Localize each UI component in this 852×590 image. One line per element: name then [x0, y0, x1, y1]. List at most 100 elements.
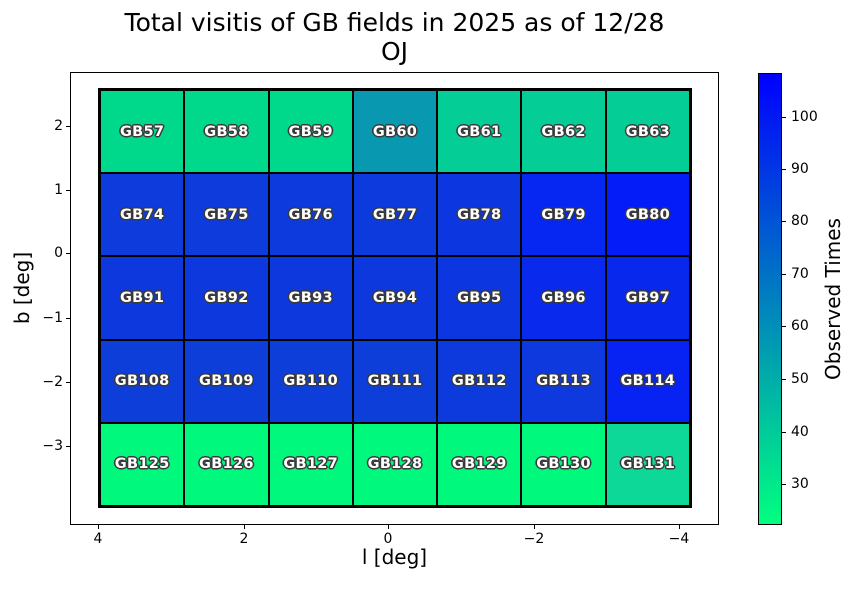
- cell-label: GB97: [625, 289, 671, 306]
- heatmap-cell: GB130: [521, 422, 606, 506]
- heatmap-cell: GB77: [352, 173, 438, 257]
- colorbar-tick-label: 60: [791, 318, 809, 334]
- x-tick-label: 2: [239, 531, 249, 547]
- y-tick-label: −1: [42, 310, 63, 326]
- heatmap-cell: GB127: [268, 422, 353, 506]
- cell-label: GB93: [288, 289, 333, 306]
- heatmap-cell: GB78: [437, 173, 522, 257]
- heatmap-cell: GB74: [100, 173, 185, 257]
- heatmap-cell: GB62: [521, 90, 606, 174]
- colorbar-tick-label: 30: [791, 476, 809, 492]
- colorbar-tick-mark: [782, 274, 786, 276]
- y-tick-mark: [66, 318, 70, 320]
- heatmap-cell: GB128: [352, 422, 438, 506]
- cell-label: GB79: [541, 206, 586, 223]
- heatmap-cell: GB92: [184, 256, 269, 340]
- cell-label: GB57: [119, 123, 165, 140]
- heatmap-cell: GB94: [352, 256, 438, 340]
- cell-label: GB63: [625, 123, 671, 140]
- y-axis-label: b [deg]: [10, 251, 34, 325]
- heatmap-cell: GB114: [605, 339, 690, 423]
- cell-label: GB125: [114, 456, 170, 473]
- heatmap-cell: GB96: [521, 256, 606, 340]
- x-tick-mark: [679, 525, 681, 529]
- x-tick-mark: [244, 525, 246, 529]
- heatmap-cell: GB61: [437, 90, 522, 174]
- y-tick-label: 0: [54, 245, 63, 261]
- cell-label: GB62: [541, 123, 586, 140]
- cell-label: GB59: [288, 123, 333, 140]
- colorbar-tick-mark: [782, 484, 786, 486]
- cell-label: GB60: [372, 123, 418, 140]
- cell-label: GB74: [119, 206, 165, 223]
- colorbar-gradient: [758, 73, 782, 525]
- heatmap-cell: GB113: [521, 339, 606, 423]
- cell-label: GB92: [204, 289, 249, 306]
- cell-label: GB108: [114, 373, 170, 390]
- heatmap-cell: GB75: [184, 173, 269, 257]
- heatmap-cell: GB63: [605, 90, 690, 174]
- cell-label: GB111: [367, 373, 423, 390]
- cell-label: GB109: [199, 373, 254, 390]
- x-axis-label: l [deg]: [361, 545, 428, 569]
- x-tick-label: 0: [383, 531, 393, 547]
- colorbar-tick-label: 90: [791, 161, 809, 177]
- colorbar-tick-mark: [782, 379, 786, 381]
- cell-label: GB94: [372, 289, 418, 306]
- heatmap-cell: GB58: [184, 90, 269, 174]
- cell-label: GB91: [119, 289, 165, 306]
- cell-label: GB126: [199, 456, 254, 473]
- heatmap-cell: GB93: [268, 256, 353, 340]
- cell-label: GB110: [283, 373, 339, 390]
- cell-label: GB113: [536, 373, 591, 390]
- colorbar-tick-mark: [782, 117, 786, 119]
- x-tick-label: −4: [668, 531, 690, 547]
- colorbar-tick-mark: [782, 221, 786, 223]
- heatmap-cell: GB126: [184, 422, 269, 506]
- y-tick-label: −2: [42, 374, 63, 390]
- chart-title-line2: OJ: [380, 37, 409, 66]
- heatmap-cell: GB129: [437, 422, 522, 506]
- colorbar-tick-label: 100: [791, 109, 818, 125]
- heatmap-cell: GB57: [100, 90, 185, 174]
- y-tick-label: 2: [54, 118, 63, 134]
- heatmap-cell: GB131: [605, 422, 690, 506]
- axes-frame: [70, 72, 719, 525]
- colorbar-tick-label: 70: [791, 266, 809, 282]
- cell-label: GB95: [457, 289, 502, 306]
- heatmap-cell: GB97: [605, 256, 690, 340]
- heatmap-cell: GB95: [437, 256, 522, 340]
- cell-label: GB76: [288, 206, 333, 223]
- x-tick-mark: [388, 525, 390, 529]
- chart-title-line1: Total visitis of GB fields in 2025 as of…: [124, 8, 665, 37]
- colorbar-tick-label: 80: [791, 213, 809, 229]
- cell-label: GB78: [457, 206, 502, 223]
- heatmap-grid: GB57 GB58 GB59 GB60 GB61 GB62 GB63 GB74 …: [98, 88, 692, 508]
- y-tick-mark: [66, 382, 70, 384]
- x-tick-mark: [98, 525, 100, 529]
- heatmap-cell: GB80: [605, 173, 690, 257]
- colorbar-tick-label: 50: [791, 371, 809, 387]
- heatmap-cell: GB79: [521, 173, 606, 257]
- x-tick-label: 4: [93, 531, 103, 547]
- y-tick-mark: [66, 253, 70, 255]
- cell-label: GB127: [283, 456, 339, 473]
- cell-label: GB58: [204, 123, 249, 140]
- heatmap-cell: GB110: [268, 339, 353, 423]
- heatmap-cell: GB60: [352, 90, 438, 174]
- cell-label: GB75: [204, 206, 249, 223]
- x-tick-mark: [534, 525, 536, 529]
- cell-label: GB80: [625, 206, 671, 223]
- colorbar-tick-label: 40: [791, 424, 809, 440]
- y-tick-mark: [66, 190, 70, 192]
- heatmap-cell: GB108: [100, 339, 185, 423]
- x-tick-label: −2: [523, 531, 545, 547]
- y-tick-mark: [66, 446, 70, 448]
- cell-label: GB129: [451, 456, 507, 473]
- y-tick-mark: [66, 126, 70, 128]
- colorbar-tick-mark: [782, 432, 786, 434]
- y-tick-label: 1: [54, 182, 63, 198]
- cell-label: GB96: [541, 289, 586, 306]
- cell-label: GB130: [536, 456, 591, 473]
